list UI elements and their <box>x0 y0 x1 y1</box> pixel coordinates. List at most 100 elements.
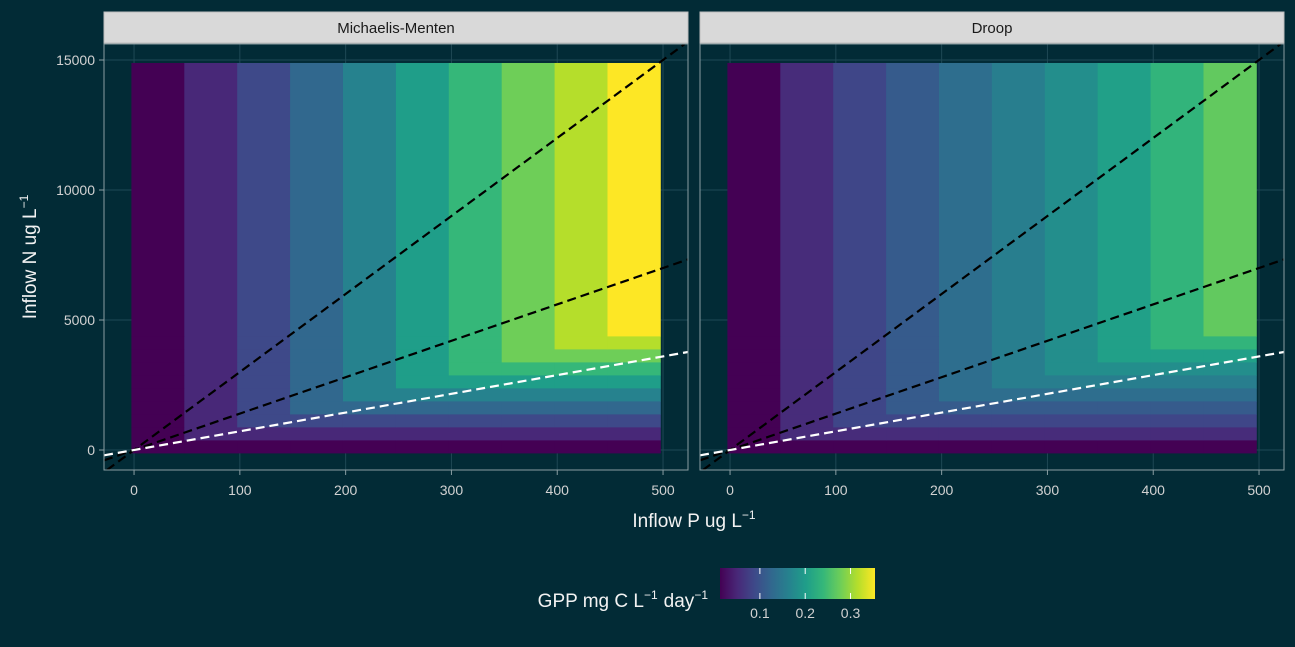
tile <box>501 426 555 441</box>
tile <box>237 62 291 337</box>
x-axis-title: Inflow P ug L−1 <box>632 508 756 532</box>
tile <box>554 387 608 402</box>
tile <box>1203 335 1257 350</box>
tile <box>991 400 1046 415</box>
x-tick-label: 400 <box>546 482 570 498</box>
tile <box>131 374 185 389</box>
tile <box>780 387 834 402</box>
tile <box>395 400 450 415</box>
tile <box>342 387 397 402</box>
tile <box>131 335 185 350</box>
tile <box>991 348 1046 363</box>
tile <box>727 400 781 415</box>
tile <box>237 413 291 428</box>
panel-border <box>103 43 689 471</box>
tile <box>184 439 238 454</box>
ratio-line <box>702 44 1282 470</box>
colorbar-label: 0.3 <box>841 605 861 621</box>
tile <box>938 335 993 350</box>
tile <box>833 387 887 402</box>
tile <box>501 374 555 389</box>
tile <box>886 348 940 363</box>
tile <box>237 387 291 402</box>
tile <box>290 439 344 454</box>
tile <box>727 361 781 376</box>
tile <box>1097 361 1151 376</box>
tile <box>727 335 781 350</box>
tile <box>938 348 993 363</box>
tile <box>886 374 940 389</box>
tile <box>938 426 993 441</box>
colorbar-label: 0.2 <box>795 605 815 621</box>
tile <box>554 348 608 363</box>
tile <box>554 335 608 350</box>
tile <box>184 400 238 415</box>
x-tick-label: 400 <box>1142 482 1166 498</box>
tile <box>886 426 940 441</box>
tile <box>184 413 238 428</box>
tile <box>1044 413 1099 428</box>
tile <box>1044 62 1099 337</box>
tile <box>1150 400 1204 415</box>
tile <box>237 426 291 441</box>
tile <box>342 374 397 389</box>
tile <box>607 413 661 428</box>
tile <box>727 348 781 363</box>
tile <box>342 348 397 363</box>
tile <box>184 387 238 402</box>
tile <box>1203 62 1257 337</box>
tile <box>501 439 555 454</box>
tile <box>1203 361 1257 376</box>
tile <box>1150 335 1204 350</box>
tile <box>237 361 291 376</box>
tile <box>607 335 661 350</box>
tile <box>554 413 608 428</box>
tile <box>607 426 661 441</box>
tile <box>833 361 887 376</box>
tile <box>1097 62 1151 337</box>
tile <box>501 400 555 415</box>
y-tick-label: 0 <box>87 442 95 458</box>
tile <box>1044 335 1099 350</box>
y-tick-label: 15000 <box>56 52 95 68</box>
tile <box>290 62 344 337</box>
tile <box>1097 335 1151 350</box>
tile <box>237 335 291 350</box>
tile <box>1097 400 1151 415</box>
ratio-line <box>106 44 686 470</box>
tile <box>1150 413 1204 428</box>
tile <box>938 62 993 337</box>
tile <box>501 387 555 402</box>
tile <box>448 361 503 376</box>
tile <box>342 439 397 454</box>
tile <box>780 62 834 337</box>
tile <box>131 387 185 402</box>
tile <box>501 62 555 337</box>
tile <box>991 361 1046 376</box>
tile <box>938 413 993 428</box>
tile <box>501 348 555 363</box>
tile <box>886 62 940 337</box>
tile <box>1044 361 1099 376</box>
tile <box>727 413 781 428</box>
ratio-line <box>700 258 1284 462</box>
tile <box>342 413 397 428</box>
panel-border <box>699 43 1285 471</box>
x-tick-label: 100 <box>228 482 252 498</box>
tile <box>1150 387 1204 402</box>
tile <box>1097 387 1151 402</box>
tile <box>607 387 661 402</box>
tile <box>833 439 887 454</box>
x-tick-label: 200 <box>930 482 954 498</box>
tile <box>1044 348 1099 363</box>
tile <box>290 426 344 441</box>
tile <box>395 387 450 402</box>
tile <box>1150 439 1204 454</box>
tile <box>237 348 291 363</box>
tile <box>395 335 450 350</box>
ratio-line <box>104 258 688 462</box>
y-tick-label: 5000 <box>64 312 95 328</box>
tile <box>395 426 450 441</box>
